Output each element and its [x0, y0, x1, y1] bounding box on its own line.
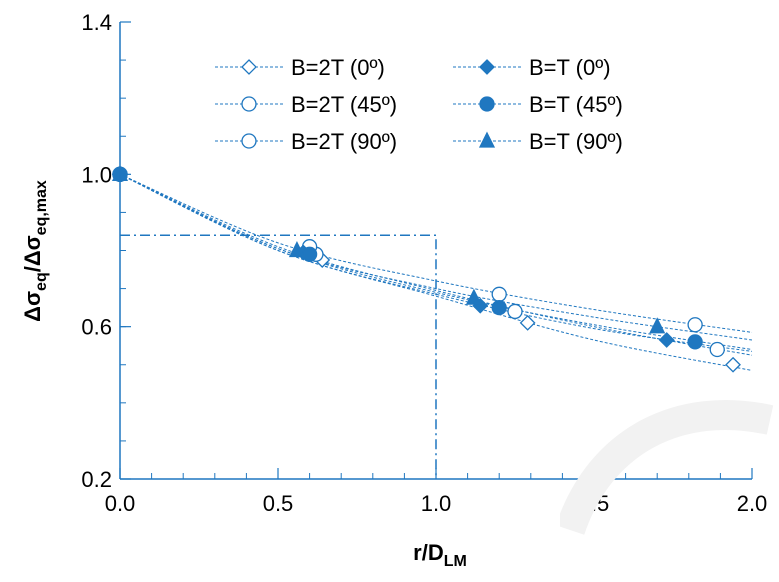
x-tick-label: 0.0: [105, 491, 136, 516]
legend-label: B=2T (0º): [291, 55, 385, 80]
data-point-circle-open: [687, 317, 703, 333]
data-point-triangle-filled: [288, 241, 306, 258]
legend-item: B=T (0º): [453, 55, 611, 80]
legend-item: B=T (45º): [453, 92, 623, 117]
legend-marker: [241, 96, 257, 112]
data-point-diamond-open: [519, 314, 536, 331]
legend-item: B=2T (0º): [215, 55, 385, 80]
fit-curves: [119, 173, 753, 371]
x-tick-label: 2.0: [737, 491, 768, 516]
fit-curve-2: [119, 173, 753, 333]
legend-marker: [479, 59, 495, 75]
legend-label: B=2T (45º): [291, 92, 397, 117]
legend-marker: [241, 59, 257, 75]
data-point-circle-open: [709, 341, 725, 358]
data-point-diamond-filled: [658, 332, 675, 348]
y-tick-label: 1.0: [81, 162, 112, 187]
y-axis-title: Δσeq/Δσeq,max: [20, 180, 50, 322]
legend-item: B=2T (90º): [215, 129, 397, 154]
data-point-circle-open: [507, 303, 523, 320]
y-tick-label: 1.4: [81, 10, 112, 35]
x-tick-label: 0.5: [263, 491, 294, 516]
data-point-circle-filled: [301, 246, 318, 262]
x-tick-label: 1.0: [421, 491, 452, 516]
legend-label: B=2T (90º): [291, 129, 397, 154]
data-point-diamond-open: [725, 356, 741, 373]
data-point-triangle-filled: [465, 288, 482, 305]
legend-label: B=T (90º): [529, 129, 623, 154]
data-markers: [111, 164, 741, 373]
legend-marker: [478, 131, 496, 148]
legend: B=2T (0º) B=2T (45º) B=2T (90º) B=T (0º) B=T…: [215, 55, 623, 154]
y-tick-label: 0.6: [81, 315, 112, 340]
data-point-circle-filled: [491, 299, 507, 316]
fit-curve-1: [119, 173, 753, 356]
legend-label: B=T (0º): [529, 55, 611, 80]
reference-polyline: [120, 234, 437, 479]
legend-marker: [241, 133, 257, 149]
reference-line: [120, 234, 437, 479]
fit-curve-0: [119, 173, 753, 371]
data-point-triangle-filled: [649, 317, 666, 334]
axes: [119, 21, 753, 480]
fit-curve-4: [119, 173, 753, 351]
x-axis-title: r/DLM: [413, 540, 467, 570]
watermark-shape: [555, 399, 774, 536]
fit-curve-5: [119, 173, 753, 341]
legend-label: B=T (45º): [529, 92, 623, 117]
data-point-circle-open: [491, 286, 507, 302]
legend-item: B=T (90º): [453, 129, 623, 154]
data-point-circle-filled: [687, 334, 703, 350]
legend-marker: [479, 96, 495, 112]
y-tick-label: 0.2: [81, 467, 112, 492]
legend-item: B=2T (45º): [215, 92, 397, 117]
